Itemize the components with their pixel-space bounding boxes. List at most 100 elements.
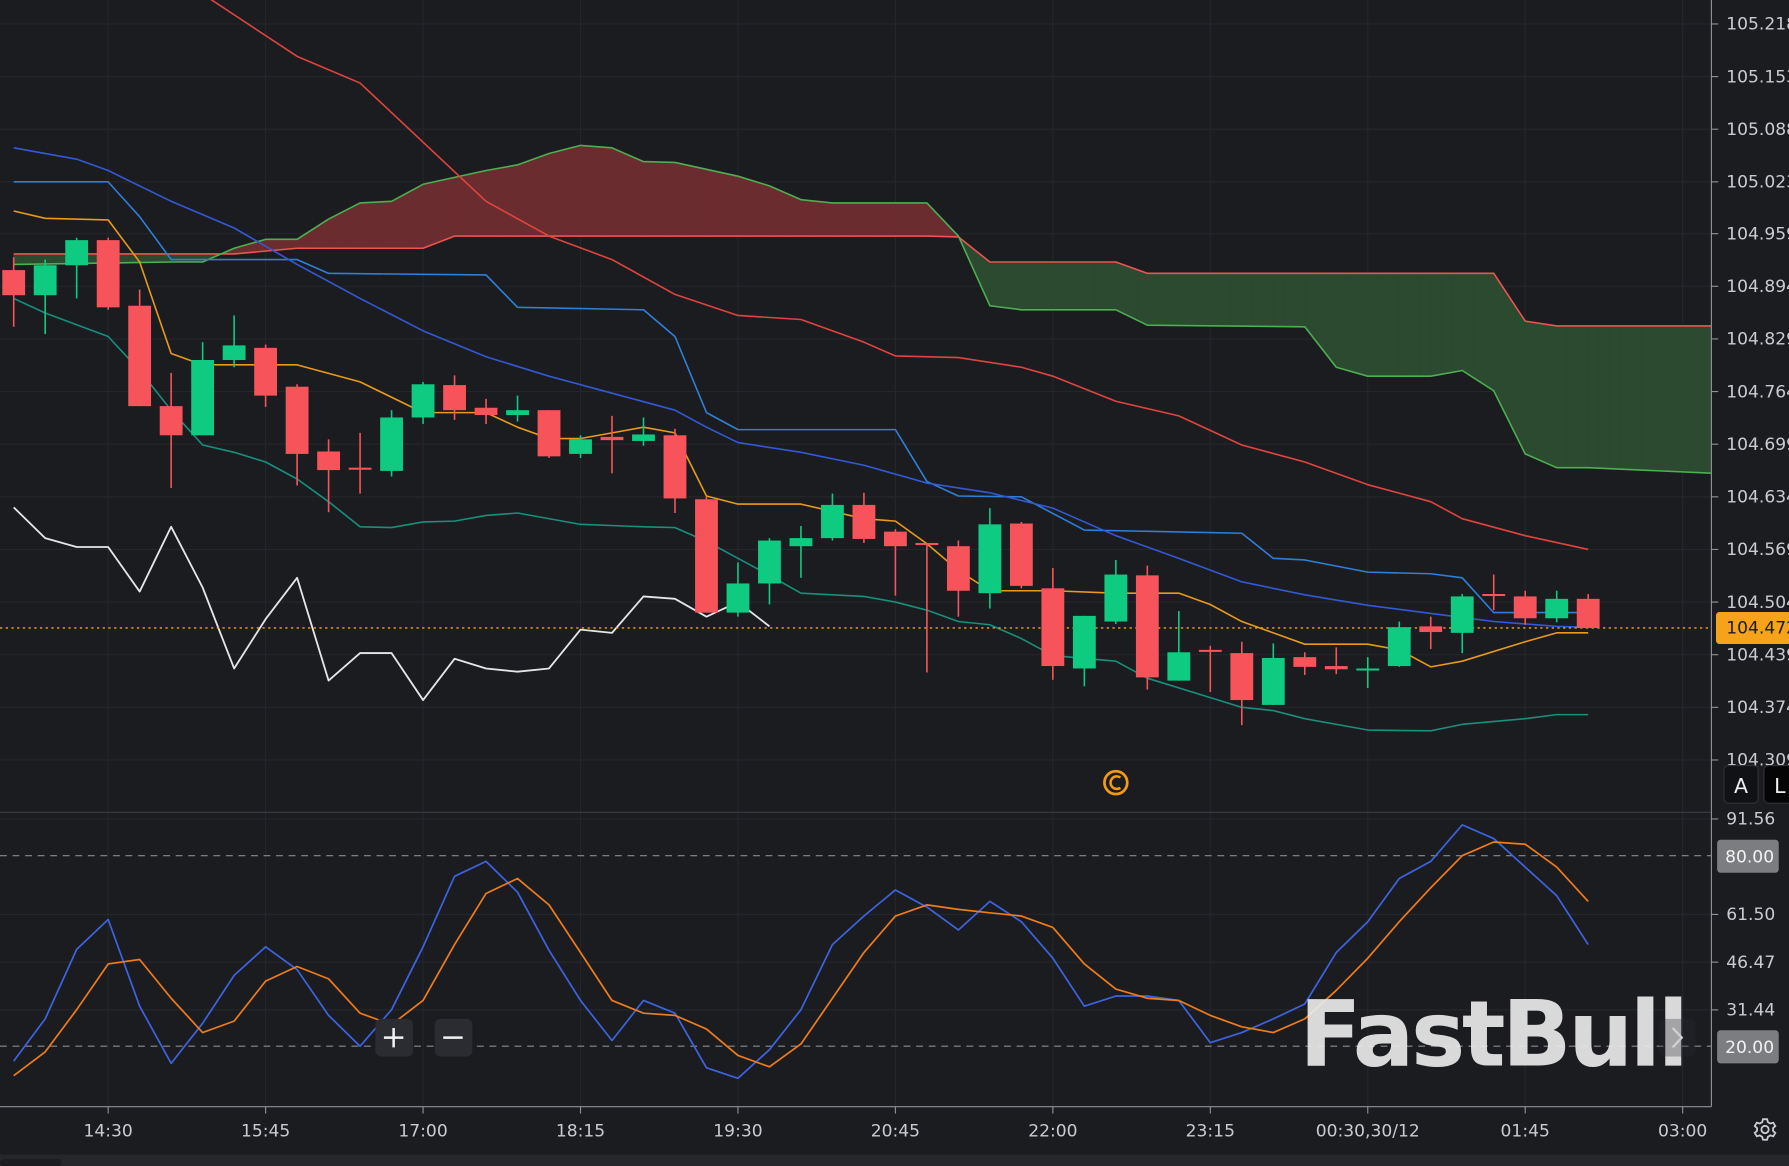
candle-body <box>726 583 750 613</box>
candle-bearish[interactable] <box>254 344 278 407</box>
candle-bearish[interactable] <box>317 439 341 513</box>
candle-bearish[interactable] <box>1293 652 1317 675</box>
candle-body <box>695 499 718 613</box>
cloud-segment <box>1461 273 1474 378</box>
candle-bearish[interactable] <box>1198 645 1222 692</box>
auto-scale-button-background[interactable] <box>1723 764 1759 804</box>
candle-bullish[interactable] <box>789 525 813 578</box>
middle-band-line <box>13 147 1589 628</box>
candle-body <box>758 540 781 584</box>
candle-bullish[interactable] <box>821 493 844 541</box>
last-price-badge: 104.472 <box>1715 612 1789 644</box>
candle-bullish[interactable] <box>758 538 781 605</box>
candle-bullish[interactable] <box>380 410 403 477</box>
cloud-segment <box>674 161 686 237</box>
zoom-out-button[interactable] <box>434 1018 473 1057</box>
candle-bearish[interactable] <box>159 372 183 488</box>
candle-bearish[interactable] <box>1419 616 1443 650</box>
log-scale-button[interactable]: L <box>1763 764 1789 804</box>
cloud-segment <box>1419 273 1432 377</box>
candle-bearish[interactable] <box>884 529 907 596</box>
settings-button[interactable] <box>1753 1118 1777 1141</box>
candle-bearish[interactable] <box>285 384 309 486</box>
cloud-segment <box>118 253 130 264</box>
candle-bearish[interactable] <box>96 237 120 310</box>
candle-bearish[interactable] <box>1135 565 1159 690</box>
cloud-segment <box>1650 325 1663 472</box>
candle-bearish[interactable] <box>663 428 687 514</box>
candle-bearish[interactable] <box>443 375 466 420</box>
cloud-segment <box>1367 273 1379 377</box>
candle-body <box>1482 593 1506 597</box>
candle-body <box>2 270 26 296</box>
candle-bearish[interactable] <box>128 289 152 407</box>
candle-bearish[interactable] <box>537 410 561 458</box>
candle-body <box>915 542 939 546</box>
cloud-segment <box>1283 273 1295 328</box>
kijun-line <box>13 181 1589 614</box>
cloud-segment <box>1262 273 1274 327</box>
candle-bullish[interactable] <box>978 508 1002 609</box>
cloud-segment <box>800 199 812 237</box>
candle-bullish[interactable] <box>1356 657 1380 688</box>
candle-bearish[interactable] <box>1230 641 1254 726</box>
candle-bullish[interactable] <box>569 435 592 458</box>
candle-bullish[interactable] <box>1545 590 1569 623</box>
cloud-segment <box>1335 273 1348 371</box>
candle-bullish[interactable] <box>65 237 89 299</box>
log-scale-label[interactable]: L <box>1774 774 1786 798</box>
candle-bearish[interactable] <box>1482 574 1506 611</box>
scroll-right-button-background[interactable] <box>1658 1018 1696 1057</box>
candle-bearish[interactable] <box>695 496 718 613</box>
main-price-pane[interactable] <box>0 0 1714 732</box>
candle-bullish[interactable] <box>191 342 215 436</box>
candle-bullish[interactable] <box>506 395 529 422</box>
cloud-segment <box>1167 273 1180 326</box>
candle-bullish[interactable] <box>1167 610 1191 681</box>
auto-scale-button[interactable]: A <box>1723 764 1759 804</box>
stochastic-pane[interactable] <box>0 824 1712 1080</box>
scroll-right-button[interactable] <box>1658 1018 1696 1057</box>
time-axis[interactable]: 14:30 15:45 17:00 18:15 19:30 20:45 22:00 23:15… <box>84 1106 1708 1142</box>
candle-bullish[interactable] <box>1387 621 1411 667</box>
candle-bullish[interactable] <box>1450 593 1474 654</box>
candle-bearish[interactable] <box>474 398 498 424</box>
candle-bullish[interactable] <box>222 315 246 368</box>
candle-bearish[interactable] <box>946 540 970 617</box>
candle-bearish[interactable] <box>1041 568 1065 680</box>
candle-body <box>1293 657 1317 667</box>
price-axis[interactable] <box>1712 0 1789 1107</box>
cloud-segment <box>1524 320 1537 460</box>
candle-bullish[interactable] <box>1072 615 1096 687</box>
cloud-segment <box>790 194 802 237</box>
auto-scale-label[interactable]: A <box>1734 774 1748 798</box>
log-scale-button-background[interactable] <box>1763 764 1789 804</box>
candle-bullish[interactable] <box>33 259 57 335</box>
zoom-in-button[interactable] <box>375 1018 414 1057</box>
candle-bullish[interactable] <box>1104 559 1128 624</box>
candle-body <box>191 359 215 436</box>
candle-bearish[interactable] <box>1009 521 1033 589</box>
cloud-segment <box>1146 273 1159 326</box>
candle-bearish[interactable] <box>1576 593 1600 628</box>
candle-bearish[interactable] <box>1324 647 1348 675</box>
cloud-segment <box>643 161 655 237</box>
price-axis-label: 104.764 <box>1726 382 1789 402</box>
candle-bullish[interactable] <box>411 381 435 424</box>
cloud-segment <box>1692 325 1704 474</box>
candle-body <box>1387 627 1411 667</box>
candle-bullish[interactable] <box>1261 643 1285 705</box>
candle-bearish[interactable] <box>348 432 372 494</box>
candle-bearish[interactable] <box>1513 590 1537 625</box>
cloud-segment <box>853 202 865 237</box>
candle-bearish[interactable] <box>852 492 876 543</box>
bottom-tab[interactable] <box>0 1159 62 1166</box>
candle-bullish[interactable] <box>726 562 750 617</box>
candle-bearish[interactable] <box>600 415 624 474</box>
cloud-segment <box>170 253 182 263</box>
candle-bearish[interactable] <box>915 542 939 673</box>
candle-bullish[interactable] <box>632 417 655 446</box>
candle-body <box>474 407 498 416</box>
candle-bearish[interactable] <box>2 257 26 327</box>
